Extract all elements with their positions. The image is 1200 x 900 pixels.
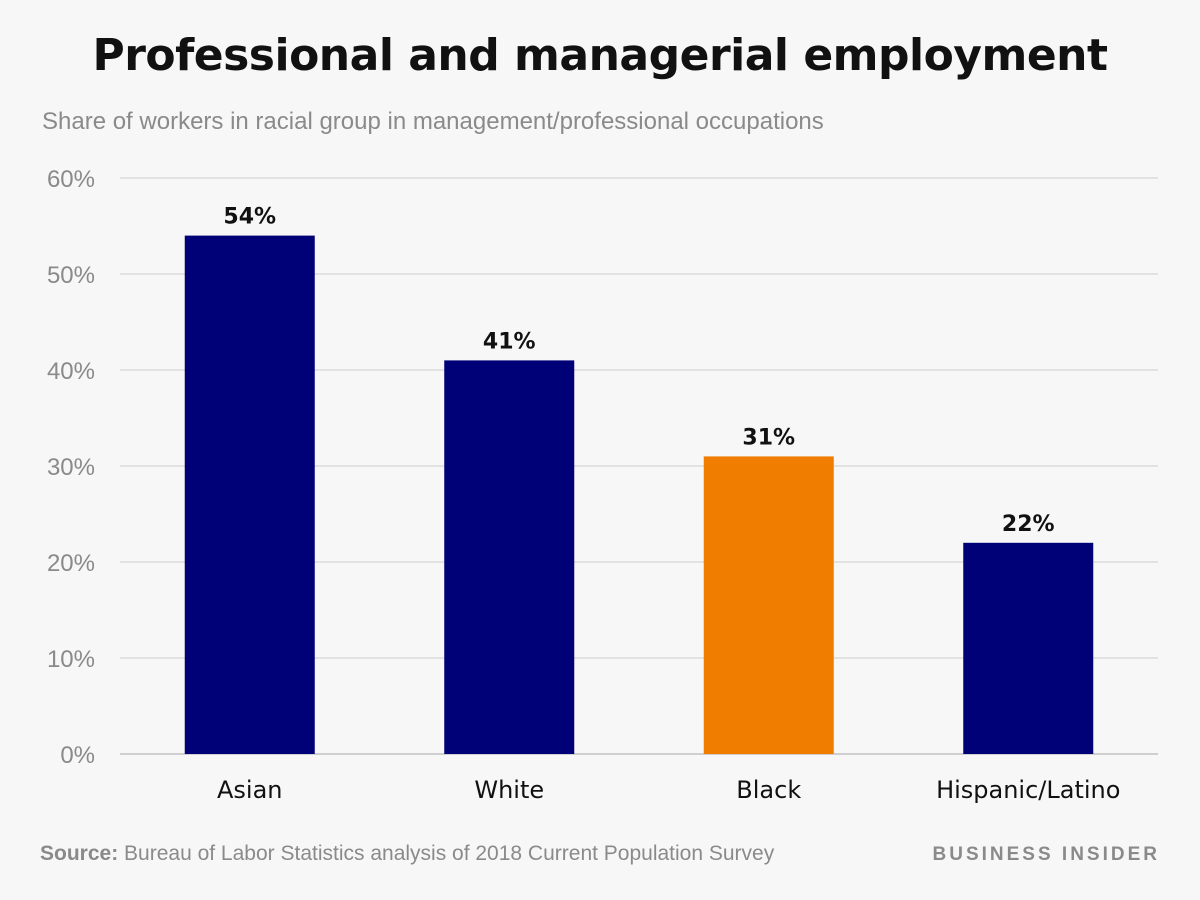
y-tick-label: 0% <box>60 742 95 769</box>
data-label: 22% <box>1002 512 1055 537</box>
data-label: 41% <box>483 329 536 354</box>
source-label: Source: <box>40 842 119 865</box>
x-tick-label: Asian <box>217 776 283 804</box>
bar <box>703 456 834 754</box>
y-tick-label: 60% <box>47 166 95 193</box>
y-tick-label: 50% <box>47 262 95 289</box>
source-text: Bureau of Labor Statistics analysis of 2… <box>124 842 775 865</box>
data-label: 31% <box>742 425 795 450</box>
data-label: 54% <box>223 205 276 230</box>
brand-logo: BUSINESS INSIDER <box>932 844 1160 865</box>
x-tick-label: Black <box>736 776 801 804</box>
x-tick-label: White <box>474 776 544 804</box>
bar <box>963 542 1094 754</box>
x-tick-label: Hispanic/Latino <box>936 776 1120 804</box>
chart-subtitle: Share of workers in racial group in mana… <box>42 108 824 135</box>
y-tick-label: 40% <box>47 358 95 385</box>
bar <box>184 235 315 755</box>
y-tick-label: 10% <box>47 646 95 673</box>
chart-title: Professional and managerial employment <box>92 30 1108 81</box>
y-tick-label: 30% <box>47 454 95 481</box>
y-tick-label: 20% <box>47 550 95 577</box>
bar <box>444 360 575 754</box>
source-note: Source: Bureau of Labor Statistics analy… <box>40 842 774 866</box>
